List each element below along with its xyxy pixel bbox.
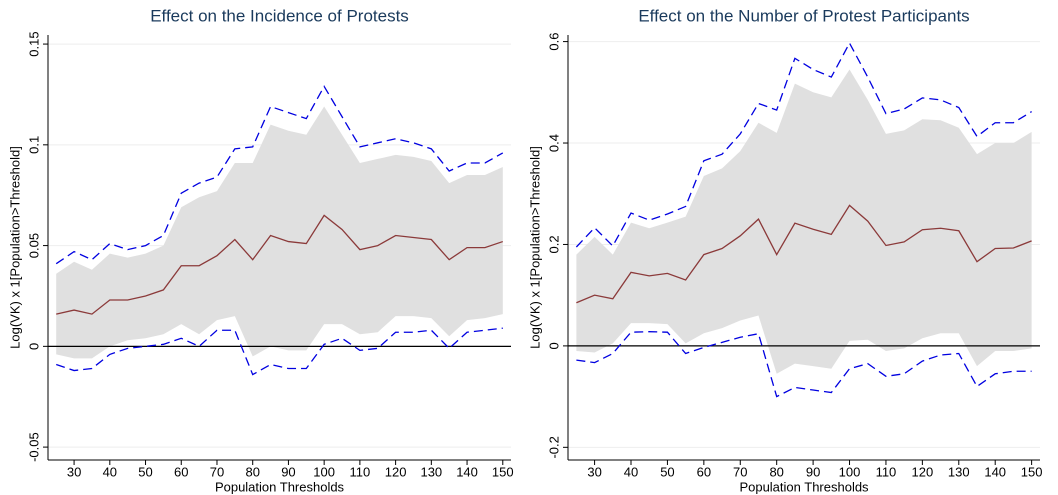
estimate-line [56, 214, 503, 315]
chart-title: Effect on the Number of Protest Particip… [638, 6, 969, 25]
x-tick-label: 80 [769, 464, 783, 479]
y-tick-label: 0.6 [546, 33, 561, 51]
x-tick-label: 50 [138, 464, 152, 479]
y-tick-label: 0.1 [26, 136, 41, 154]
x-tick-label: 30 [67, 464, 81, 479]
y-tick-label: -0.05 [26, 432, 41, 462]
y-tick-label: 0 [546, 342, 561, 349]
x-tick-label: 140 [456, 464, 478, 479]
x-tick-label: 100 [313, 464, 335, 479]
plot: -0.05 0 0.05 0.1 0.15 30 40 50 60 70 80 90 100 110 120… [7, 6, 513, 494]
x-tick-label: 70 [210, 464, 224, 479]
estimate-line [576, 204, 1032, 304]
y-axis-label: Log(VK) x 1[Population>Threshold] [527, 146, 542, 349]
x-tick-label: 150 [492, 464, 514, 479]
x-tick-label: 70 [733, 464, 747, 479]
y-tick-label: 0 [26, 343, 41, 350]
x-tick-label: 90 [806, 464, 820, 479]
confidence-band [56, 106, 503, 359]
chart-title: Effect on the Incidence of Protests [150, 6, 409, 25]
y-tick-label: -0.2 [546, 436, 561, 458]
x-tick-label: 60 [174, 464, 188, 479]
x-tick-label: 140 [984, 464, 1006, 479]
y-tick-label: 0.15 [26, 31, 41, 56]
x-tick-label: 120 [912, 464, 934, 479]
y-axis-label: Log(VK) x 1[Population>Threshold] [7, 146, 22, 349]
x-tick-label: 110 [350, 464, 371, 479]
x-tick-label: 60 [697, 464, 711, 479]
ci-line [55, 85, 504, 265]
plot: -0.2 0 0.2 0.4 0.6 30 40 50 60 70 80 90 100 110 120 130… [527, 6, 1042, 494]
x-tick-label: 130 [420, 464, 442, 479]
confidence-band [576, 69, 1032, 374]
y-tick-label: 0.4 [546, 134, 561, 152]
x-tick-label: 80 [245, 464, 259, 479]
x-tick-label: 40 [103, 464, 117, 479]
x-tick-label: 100 [839, 464, 861, 479]
x-tick-label: 40 [624, 464, 638, 479]
ci-line [56, 327, 503, 376]
x-tick-label: 50 [660, 464, 674, 479]
x-axis-label: Population Thresholds [215, 479, 345, 494]
x-tick-label: 110 [876, 464, 897, 479]
y-tick-label: 0.2 [546, 235, 561, 253]
x-tick-label: 120 [385, 464, 407, 479]
y-tick-label: 0.05 [26, 233, 41, 258]
x-tick-label: 130 [948, 464, 970, 479]
ci-line [576, 331, 1032, 398]
x-tick-label: 150 [1021, 464, 1043, 479]
x-axis-label: Population Thresholds [739, 479, 869, 494]
x-tick-label: 90 [281, 464, 295, 479]
ci-line [575, 41, 1032, 248]
x-tick-label: 30 [587, 464, 601, 479]
